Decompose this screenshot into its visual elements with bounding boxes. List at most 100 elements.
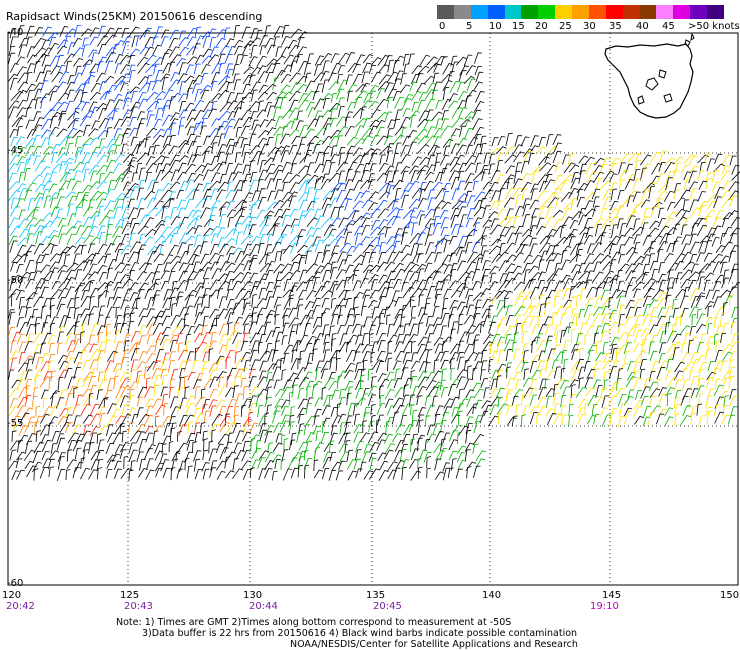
- wind-barb: [306, 135, 319, 147]
- wind-barb: [104, 90, 112, 100]
- wind-barb: [241, 43, 252, 56]
- wind-barb: [552, 150, 562, 164]
- wind-barb: [72, 220, 82, 230]
- wind-barb: [384, 82, 394, 93]
- wind-barb: [170, 303, 177, 316]
- wind-barb: [63, 316, 72, 328]
- wind-barb: [593, 396, 605, 408]
- wind-barb: [538, 259, 545, 271]
- wind-barb: [296, 143, 305, 155]
- wind-barb: [409, 288, 423, 299]
- wind-barb: [114, 444, 124, 454]
- wind-barb: [227, 172, 236, 183]
- wind-barb: [538, 156, 550, 166]
- wind-barb: [593, 368, 600, 380]
- wind-barb: [456, 369, 468, 379]
- wind-barb: [65, 469, 71, 481]
- wind-barb: [682, 405, 692, 417]
- wind-barb: [416, 386, 427, 398]
- wind-barb: [232, 247, 243, 256]
- wind-barb: [241, 302, 251, 316]
- wind-barb: [714, 411, 725, 424]
- wind-barb: [97, 379, 108, 391]
- wind-barb: [111, 108, 120, 121]
- wind-barb: [184, 305, 194, 317]
- wind-barb: [336, 251, 347, 263]
- wind-barb: [169, 154, 180, 167]
- wind-barb: [609, 259, 617, 271]
- wind-barb: [250, 349, 258, 361]
- wind-barb: [295, 120, 304, 130]
- wind-barb: [305, 101, 315, 112]
- wind-barb: [434, 288, 442, 299]
- wind-barb: [584, 217, 593, 229]
- wind-barb: [410, 243, 419, 256]
- wind-barb: [65, 393, 73, 407]
- wind-barb: [97, 371, 104, 382]
- wind-barb: [387, 279, 395, 291]
- wind-barb: [617, 280, 624, 293]
- wind-barb: [122, 153, 135, 164]
- wind-barb: [408, 394, 416, 407]
- wind-barb: [659, 342, 667, 354]
- wind-barb: [170, 169, 180, 182]
- wind-barb: [466, 251, 478, 264]
- wind-barb: [98, 294, 103, 308]
- wind-barb: [90, 323, 100, 337]
- wind-barb: [627, 361, 635, 372]
- wind-barb: [144, 425, 154, 435]
- wind-barb: [240, 215, 253, 226]
- wind-barb: [153, 425, 164, 435]
- wind-barb: [499, 273, 508, 282]
- wind-barb: [489, 342, 495, 354]
- wind-barb: [545, 358, 552, 372]
- wind-barb: [41, 243, 55, 254]
- wind-barb: [257, 71, 269, 82]
- wind-barb: [360, 393, 368, 406]
- wind-barb: [472, 334, 481, 346]
- wind-barb: [569, 243, 581, 256]
- wind-barb: [304, 179, 312, 193]
- wind-barb: [145, 405, 153, 417]
- wind-barb: [311, 348, 318, 362]
- wind-barb: [576, 413, 587, 425]
- wind-barb: [314, 333, 324, 345]
- wind-barb: [243, 192, 253, 202]
- wind-barb: [450, 367, 456, 381]
- wind-barb: [395, 424, 405, 433]
- wind-barb: [322, 417, 331, 427]
- wind-barb: [539, 180, 548, 193]
- wind-barb: [482, 298, 492, 309]
- wind-barb: [345, 52, 356, 64]
- wind-barb: [515, 162, 522, 173]
- wind-barb: [146, 114, 155, 127]
- wind-barb: [247, 411, 254, 426]
- wind-barb: [522, 350, 529, 364]
- wind-barb: [680, 415, 691, 426]
- wind-barb: [311, 383, 318, 398]
- wind-barb: [282, 289, 294, 298]
- wind-barb: [633, 329, 643, 343]
- wind-barb: [176, 442, 188, 454]
- wind-barb: [674, 162, 682, 174]
- wind-barb: [409, 232, 422, 244]
- wind-barb: [111, 235, 121, 246]
- wind-barb: [97, 332, 104, 344]
- wind-barb: [155, 107, 163, 121]
- wind-barb: [224, 153, 232, 165]
- wind-barb: [529, 145, 539, 154]
- wind-barb: [698, 393, 704, 406]
- wind-barb: [9, 278, 17, 292]
- wind-barb: [199, 261, 212, 272]
- wind-barb: [73, 338, 83, 352]
- wind-barb: [80, 349, 87, 361]
- wind-barb: [641, 313, 652, 326]
- map-frame: [7, 32, 739, 586]
- wind-barb: [34, 160, 46, 172]
- wind-barb: [234, 368, 244, 379]
- wind-barb: [666, 201, 676, 211]
- wind-barb: [376, 172, 388, 182]
- wind-barb: [303, 149, 312, 163]
- wind-barb: [679, 313, 685, 326]
- wind-barb: [593, 332, 600, 345]
